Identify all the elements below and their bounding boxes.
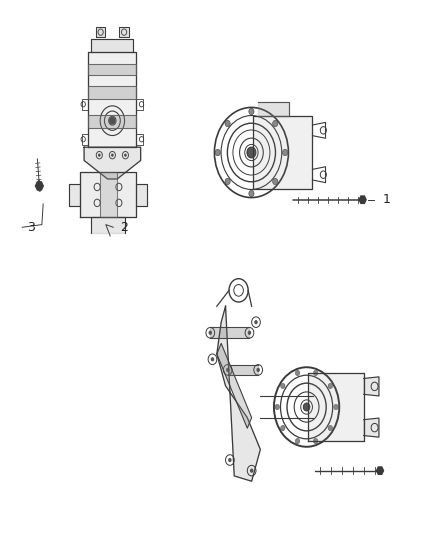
- Text: 1: 1: [382, 193, 390, 206]
- Circle shape: [225, 179, 230, 184]
- Polygon shape: [228, 365, 258, 375]
- Circle shape: [211, 357, 214, 361]
- Polygon shape: [210, 327, 250, 338]
- Polygon shape: [91, 38, 134, 52]
- Circle shape: [226, 368, 230, 372]
- Polygon shape: [364, 377, 379, 396]
- Polygon shape: [364, 418, 379, 437]
- Circle shape: [314, 370, 318, 376]
- Circle shape: [225, 120, 230, 127]
- Circle shape: [254, 320, 258, 324]
- Polygon shape: [359, 196, 366, 204]
- Polygon shape: [136, 184, 147, 206]
- Circle shape: [247, 147, 256, 158]
- Circle shape: [111, 154, 114, 157]
- Circle shape: [275, 405, 279, 410]
- Circle shape: [215, 149, 220, 156]
- Circle shape: [249, 108, 254, 115]
- Polygon shape: [88, 52, 136, 147]
- Circle shape: [314, 439, 318, 443]
- Circle shape: [295, 439, 300, 443]
- Circle shape: [272, 120, 278, 127]
- Polygon shape: [84, 147, 141, 179]
- Polygon shape: [308, 373, 364, 441]
- Circle shape: [228, 458, 232, 462]
- Circle shape: [283, 149, 288, 156]
- Polygon shape: [258, 102, 289, 116]
- Text: 2: 2: [120, 221, 127, 234]
- Circle shape: [250, 469, 253, 473]
- Polygon shape: [99, 172, 117, 217]
- Polygon shape: [69, 184, 80, 206]
- Circle shape: [281, 383, 285, 389]
- Circle shape: [256, 368, 260, 372]
- Circle shape: [248, 330, 251, 335]
- Circle shape: [281, 425, 285, 431]
- Text: 3: 3: [27, 221, 35, 234]
- Polygon shape: [88, 64, 136, 75]
- Polygon shape: [96, 27, 106, 37]
- Polygon shape: [110, 117, 115, 124]
- Polygon shape: [88, 115, 136, 128]
- Polygon shape: [217, 343, 252, 428]
- Polygon shape: [253, 116, 312, 189]
- Circle shape: [272, 179, 278, 184]
- Circle shape: [334, 405, 338, 410]
- Circle shape: [295, 370, 300, 376]
- Circle shape: [304, 403, 310, 411]
- Circle shape: [98, 154, 101, 157]
- Polygon shape: [35, 182, 43, 190]
- Circle shape: [249, 190, 254, 197]
- Circle shape: [208, 330, 212, 335]
- Polygon shape: [217, 306, 260, 481]
- Polygon shape: [377, 467, 384, 474]
- Polygon shape: [80, 172, 136, 217]
- Circle shape: [328, 383, 332, 389]
- Circle shape: [124, 154, 127, 157]
- Circle shape: [328, 425, 332, 431]
- Polygon shape: [119, 27, 129, 37]
- Polygon shape: [91, 217, 125, 233]
- Polygon shape: [88, 86, 136, 99]
